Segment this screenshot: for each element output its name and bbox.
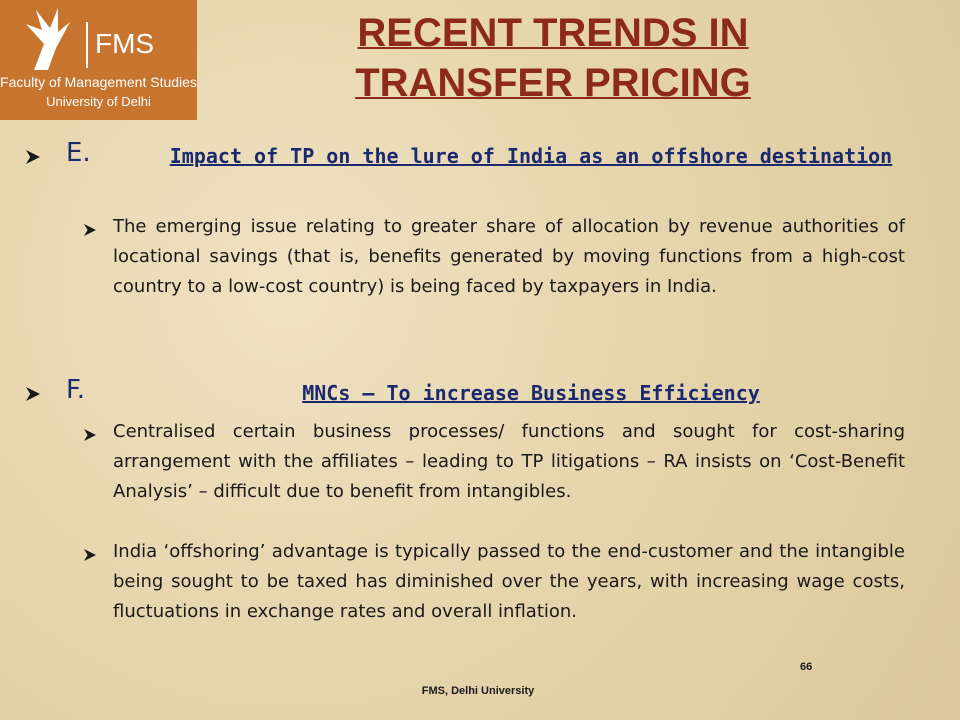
logo-acronym: FMS	[95, 28, 155, 59]
arrow-icon	[84, 224, 96, 236]
section-label: E.	[66, 138, 91, 168]
logo-name: Faculty of Management Studies	[0, 74, 197, 90]
arrow-icon	[26, 387, 40, 401]
title-line: TRANSFER PRICING	[355, 61, 751, 105]
logo-bird	[26, 8, 70, 70]
title: RECENT TRENDS IN TRANSFER PRICING	[300, 8, 806, 108]
bullet-arrow	[84, 426, 96, 445]
bullet-arrow	[26, 149, 40, 168]
logo-divider	[86, 22, 88, 68]
section-label: F.	[66, 375, 86, 405]
page-number: 66	[800, 661, 813, 673]
logo: FMS Faculty of Management Studies Univer…	[0, 0, 197, 120]
bullet-arrow	[26, 386, 40, 405]
logo-university: University of Delhi	[46, 94, 151, 109]
bullet-text: The emerging issue relating to greater s…	[113, 216, 905, 297]
bullet-arrow	[84, 221, 96, 240]
arrow-icon	[26, 150, 40, 164]
section-heading: MNCs – To increase Business Efficiency	[302, 381, 760, 405]
title-line: RECENT TRENDS IN	[357, 11, 749, 55]
section-heading: Impact of TP on the lure of India as an …	[169, 144, 893, 168]
arrow-icon	[84, 549, 96, 561]
bullet-arrow	[84, 546, 96, 565]
footer: FMS, Delhi University	[421, 685, 535, 697]
bullet-text: India ‘offshoring’ advantage is typicall…	[113, 541, 905, 622]
bullet-text: Centralised certain business processes/ …	[113, 421, 905, 502]
arrow-icon	[84, 429, 96, 441]
